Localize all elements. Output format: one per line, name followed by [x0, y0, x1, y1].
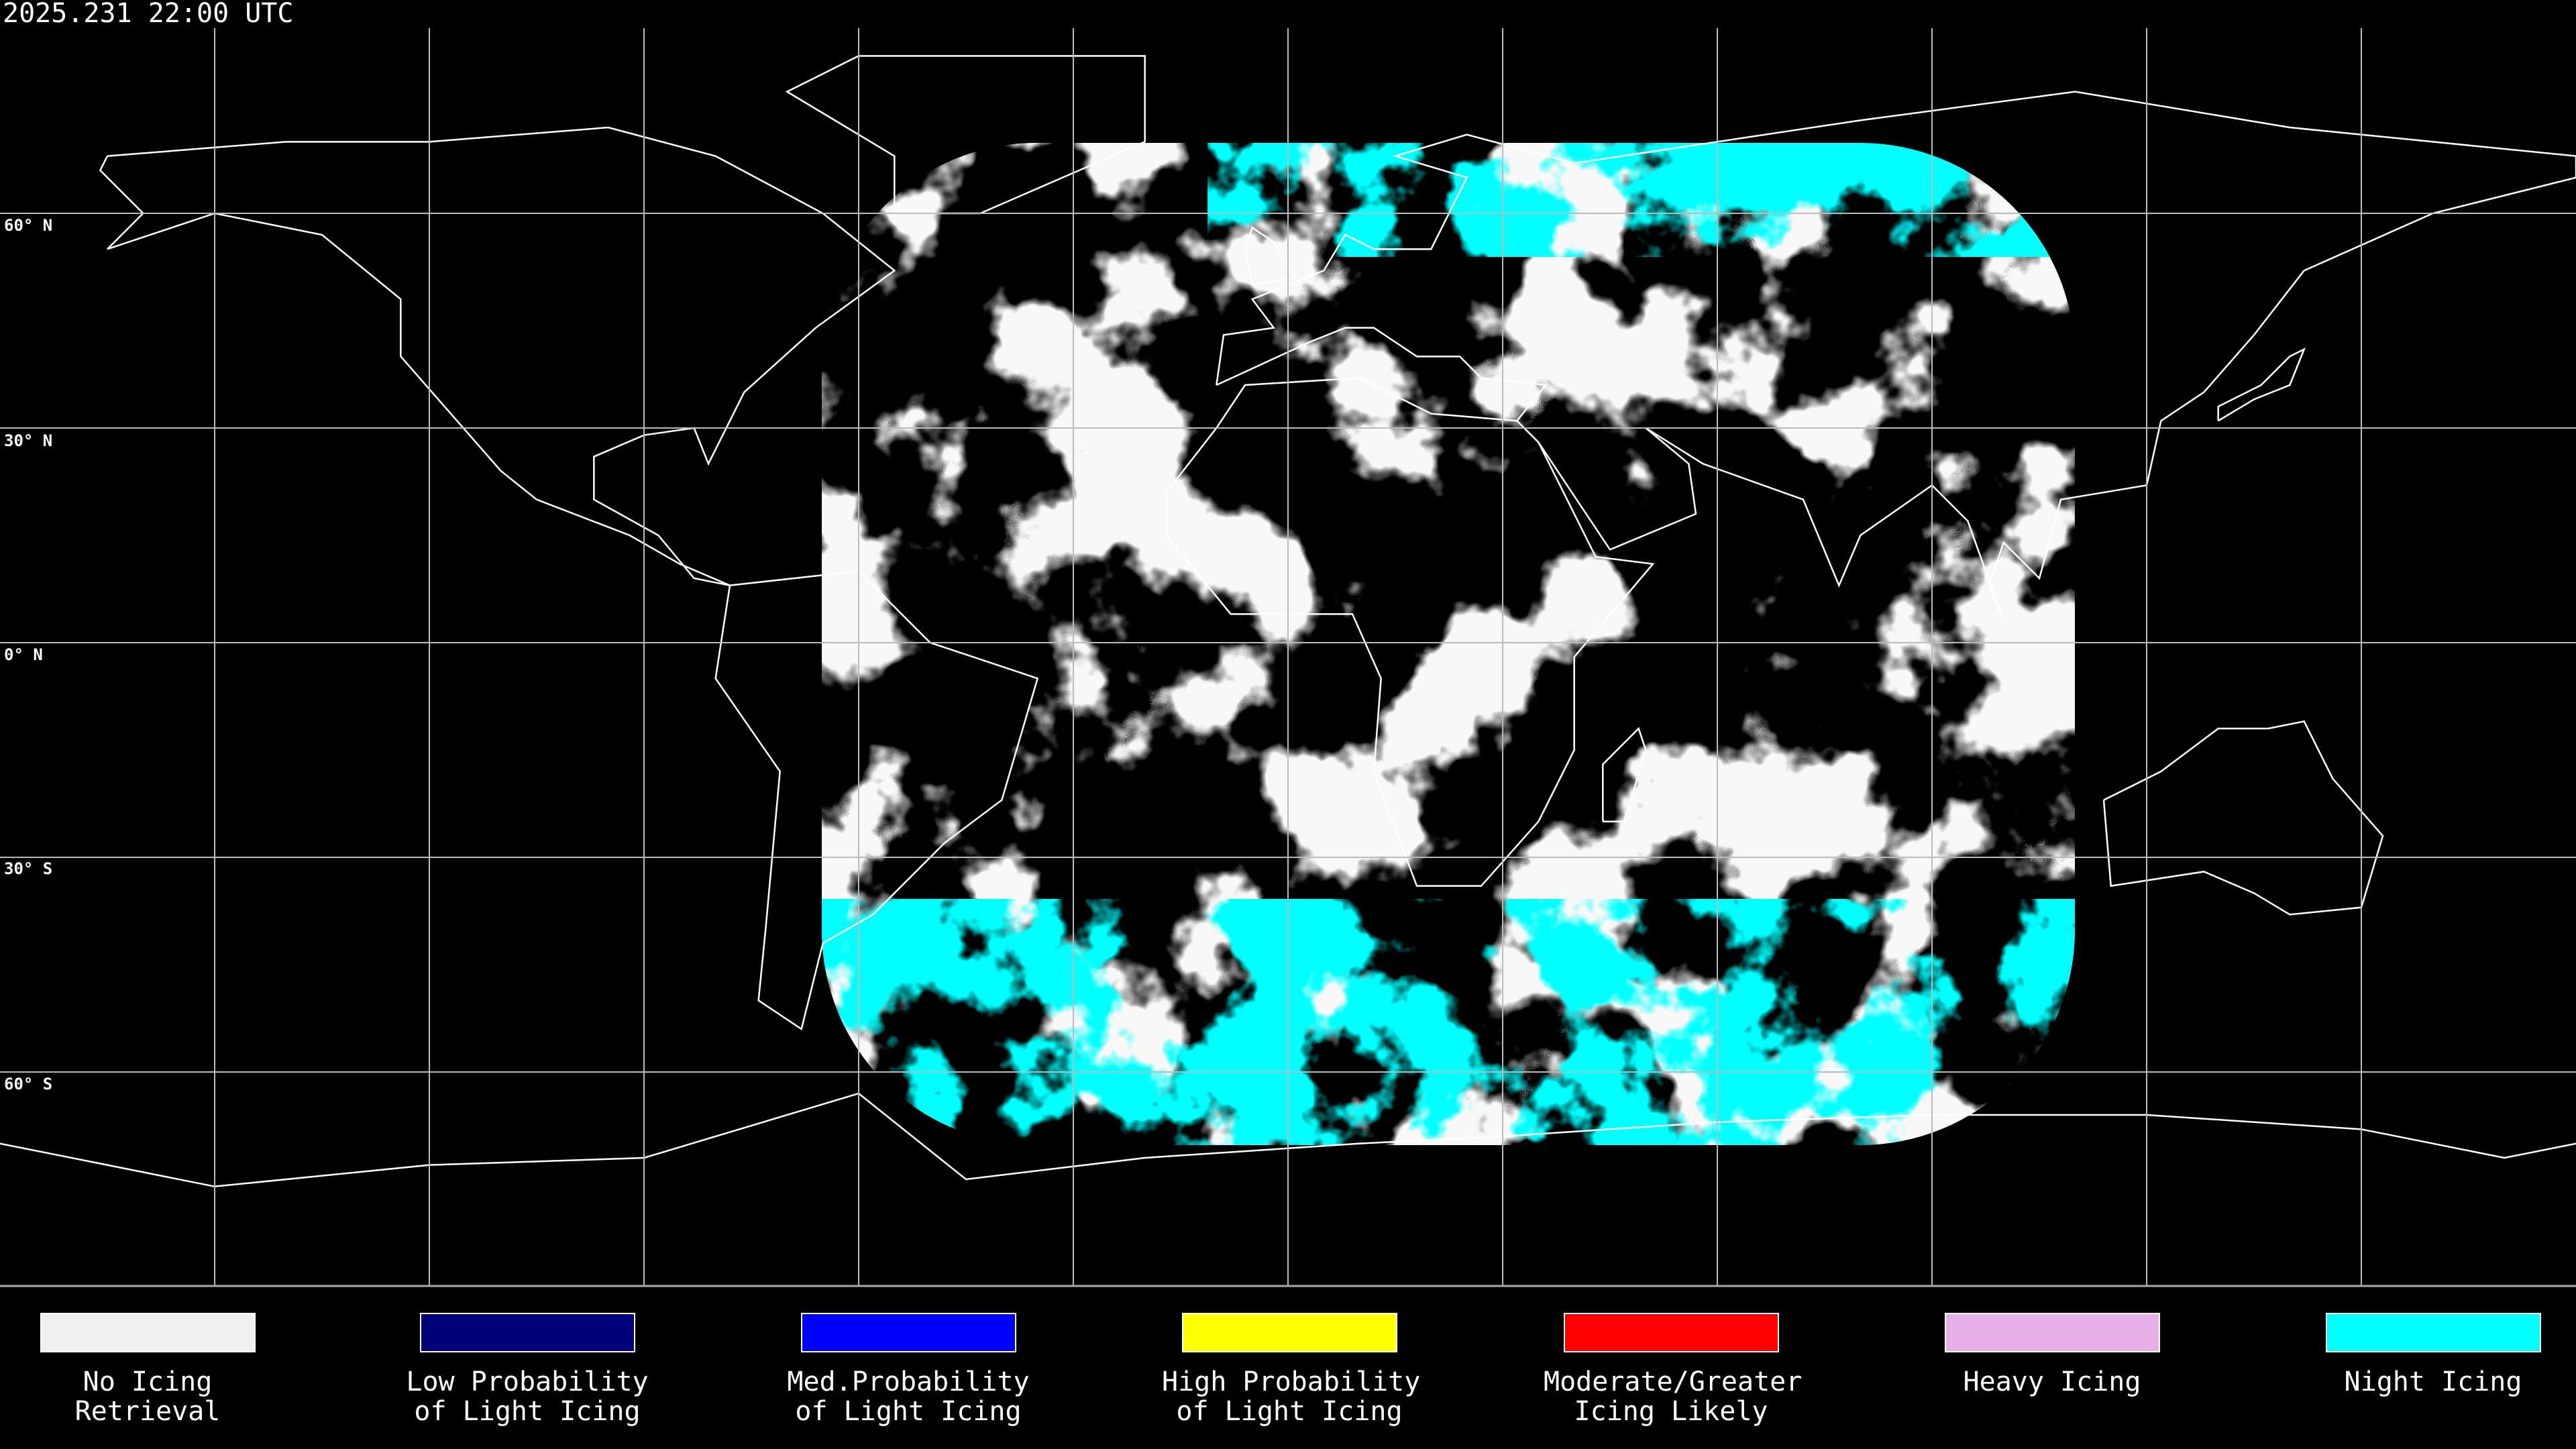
legend-label-line2: of Light Icing	[795, 1396, 1022, 1427]
legend-label-line2: Icing Likely	[1574, 1396, 1768, 1427]
coastline-antarctica	[0, 1092, 2576, 1187]
legend-label: Med.Probability of Light Icing	[781, 1367, 1036, 1426]
coastline-south-america	[714, 570, 1039, 1031]
legend-label-line1: Heavy Icing	[1963, 1366, 2141, 1397]
coastline-greenland	[785, 55, 1146, 215]
lat-label-30s: 30° S	[4, 859, 53, 878]
legend-swatch	[1181, 1313, 1397, 1352]
legend-item-low-probability: Low Probability of Light Icing	[400, 1313, 655, 1426]
coastline-madagascar	[1602, 727, 1647, 822]
legend-label: Night Icing	[2306, 1367, 2561, 1397]
legend-label: Heavy Icing	[1925, 1367, 2180, 1397]
night-icing-south	[822, 899, 2075, 1145]
legend-label-line1: High Probability	[1162, 1366, 1421, 1397]
legend-label: Low Probability of Light Icing	[400, 1367, 655, 1426]
legend-label-line1: Night Icing	[2344, 1366, 2522, 1397]
legend-item-high-probability: High Probability of Light Icing	[1162, 1313, 1421, 1427]
legend-item-med-probability: Med.Probability of Light Icing	[781, 1313, 1036, 1426]
lat-label-0n: 0° N	[4, 645, 43, 664]
legend-swatch	[40, 1313, 256, 1352]
legend-swatch	[2325, 1313, 2541, 1352]
legend-swatch	[800, 1313, 1016, 1352]
legend-label: No Icing Retrieval	[20, 1367, 275, 1426]
lat-label-30n: 30° N	[4, 431, 53, 450]
satellite-disk	[822, 143, 2075, 1145]
coastline-north-america	[99, 126, 896, 586]
legend-swatch	[1563, 1313, 1779, 1352]
legend-swatch	[419, 1313, 635, 1352]
legend-label-line1: Med.Probability	[787, 1366, 1030, 1397]
legend-label-line2: Retrieval	[74, 1396, 221, 1427]
legend: No Icing Retrieval Low Probability of Ligh…	[0, 1288, 2576, 1449]
lat-lon-grid	[0, 28, 2576, 1286]
legend-item-no-icing: No Icing Retrieval	[20, 1313, 275, 1426]
legend-label: Moderate/Greater Icing Likely	[1544, 1366, 1803, 1427]
legend-label-line2: of Light Icing	[1176, 1396, 1403, 1427]
lat-label-60s: 60° S	[4, 1075, 53, 1093]
legend-item-heavy-icing: Heavy Icing	[1925, 1313, 2180, 1397]
coastline-africa	[1165, 377, 1655, 887]
legend-label: High Probability of Light Icing	[1162, 1366, 1421, 1427]
legend-swatch	[1944, 1313, 2160, 1352]
legend-label-line2: of Light Icing	[414, 1396, 641, 1427]
icing-map	[0, 28, 2576, 1287]
coastline-australia	[2102, 720, 2384, 916]
legend-item-night-icing: Night Icing	[2306, 1313, 2561, 1397]
coastline-japan	[2217, 347, 2306, 422]
legend-label-line1: Moderate/Greater	[1544, 1366, 1803, 1397]
coastlines	[0, 55, 2576, 1187]
legend-label-line1: Low Probability	[406, 1366, 649, 1397]
timestamp-title: 2025.231 22:00 UTC	[3, 0, 294, 29]
legend-label-line1: No Icing	[83, 1366, 213, 1397]
legend-item-moderate-greater: Moderate/Greater Icing Likely	[1544, 1313, 1803, 1427]
lat-label-60n: 60° N	[4, 216, 53, 235]
